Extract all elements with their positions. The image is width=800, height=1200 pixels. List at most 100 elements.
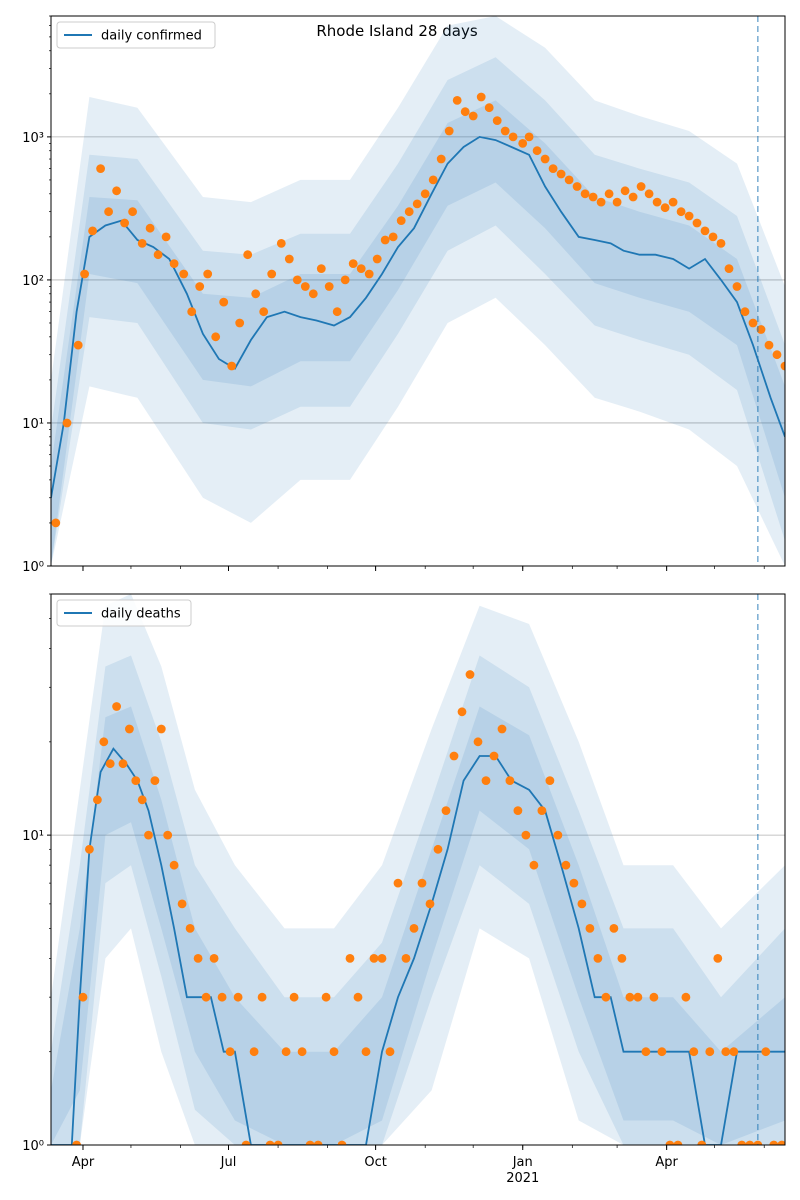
observed-point <box>93 795 102 805</box>
observed-point <box>577 899 587 909</box>
observed-point <box>481 776 491 785</box>
observed-point <box>281 1047 291 1057</box>
band-inner <box>51 100 785 566</box>
observed-point <box>596 197 606 207</box>
x-tick-year-label: 2021 <box>506 1171 539 1186</box>
observed-point <box>545 776 555 785</box>
observed-point <box>145 223 155 233</box>
observed-point <box>337 1140 347 1145</box>
observed-point <box>676 207 686 217</box>
observed-point <box>756 325 766 334</box>
observed-point <box>377 954 387 963</box>
observed-point <box>265 1140 275 1145</box>
observed-point <box>137 795 147 805</box>
observed-point <box>297 1047 307 1057</box>
observed-point <box>329 1047 339 1057</box>
observed-point <box>153 250 163 260</box>
observed-point <box>305 1140 315 1145</box>
observed-point <box>316 264 326 273</box>
observed-point <box>209 954 219 963</box>
observed-point <box>641 1047 651 1057</box>
observed-point <box>777 1140 785 1145</box>
observed-point <box>518 139 528 148</box>
observed-point <box>177 899 187 909</box>
observed-point <box>393 878 403 888</box>
model-line <box>51 135 785 498</box>
observed-point <box>532 146 542 156</box>
observed-point <box>308 289 318 299</box>
observed-point <box>292 275 302 285</box>
observed-point <box>128 207 138 217</box>
observed-point <box>524 132 534 142</box>
observed-point <box>633 992 643 1002</box>
observed-point <box>433 844 443 854</box>
legend-label: daily confirmed <box>101 29 202 44</box>
observed-point <box>219 297 229 307</box>
observed-point <box>78 992 88 1002</box>
observed-point <box>505 776 515 785</box>
legend: daily deaths <box>56 599 192 627</box>
observed-point <box>500 126 510 136</box>
observed-point <box>345 954 355 963</box>
observed-point <box>780 361 785 371</box>
observed-point <box>96 164 105 174</box>
observed-point <box>665 1140 675 1145</box>
observed-point <box>131 776 141 785</box>
observed-point <box>289 992 299 1002</box>
observed-point <box>476 92 486 102</box>
observed-point <box>251 289 261 299</box>
observed-point <box>593 954 603 963</box>
observed-point <box>740 307 750 317</box>
observed-point <box>700 226 710 236</box>
observed-point <box>388 232 398 242</box>
observed-point <box>187 307 197 317</box>
observed-point <box>380 235 390 245</box>
observed-point <box>625 992 635 1002</box>
figure-title: Rhode Island 28 days <box>316 22 477 40</box>
observed-point <box>572 182 582 191</box>
legend-box <box>56 21 216 49</box>
observed-point <box>72 1140 81 1145</box>
observed-point <box>233 992 243 1002</box>
observed-point <box>273 1140 283 1145</box>
observed-point <box>401 954 411 963</box>
observed-point <box>203 269 213 279</box>
band-outer <box>51 594 785 1145</box>
observed-point <box>684 211 694 221</box>
observed-point <box>636 182 646 191</box>
observed-point <box>124 724 134 734</box>
observed-point <box>540 154 550 164</box>
observed-point <box>137 239 147 248</box>
observed-point <box>761 1047 771 1057</box>
observed-point <box>259 307 269 317</box>
observed-point <box>737 1140 747 1145</box>
observed-point <box>428 175 438 185</box>
observed-point <box>748 318 758 328</box>
observed-point <box>601 992 611 1002</box>
observed-point <box>417 878 427 888</box>
plot-area <box>51 594 785 1145</box>
observed-point <box>492 116 502 125</box>
observed-point <box>364 269 374 279</box>
observed-point <box>118 759 128 769</box>
observed-point <box>163 830 173 840</box>
observed-point <box>548 164 558 174</box>
observed-point <box>412 199 422 209</box>
observed-point <box>513 806 523 815</box>
observed-point <box>112 186 121 196</box>
observed-point <box>241 1140 251 1145</box>
observed-point <box>332 307 342 317</box>
observed-point <box>612 197 622 207</box>
observed-point <box>521 830 531 840</box>
observed-point <box>409 924 419 933</box>
observed-point <box>681 992 691 1002</box>
observed-point <box>620 186 630 196</box>
observed-point <box>644 189 654 199</box>
axes-frame <box>50 593 786 1146</box>
y-tick-label: 10¹ <box>22 829 44 844</box>
observed-point <box>729 1047 739 1057</box>
confirmed-panel: 10⁰ 10¹ 10² 10³ daily confirmed <box>22 15 786 575</box>
observed-point <box>385 1047 395 1057</box>
observed-point <box>489 751 499 761</box>
